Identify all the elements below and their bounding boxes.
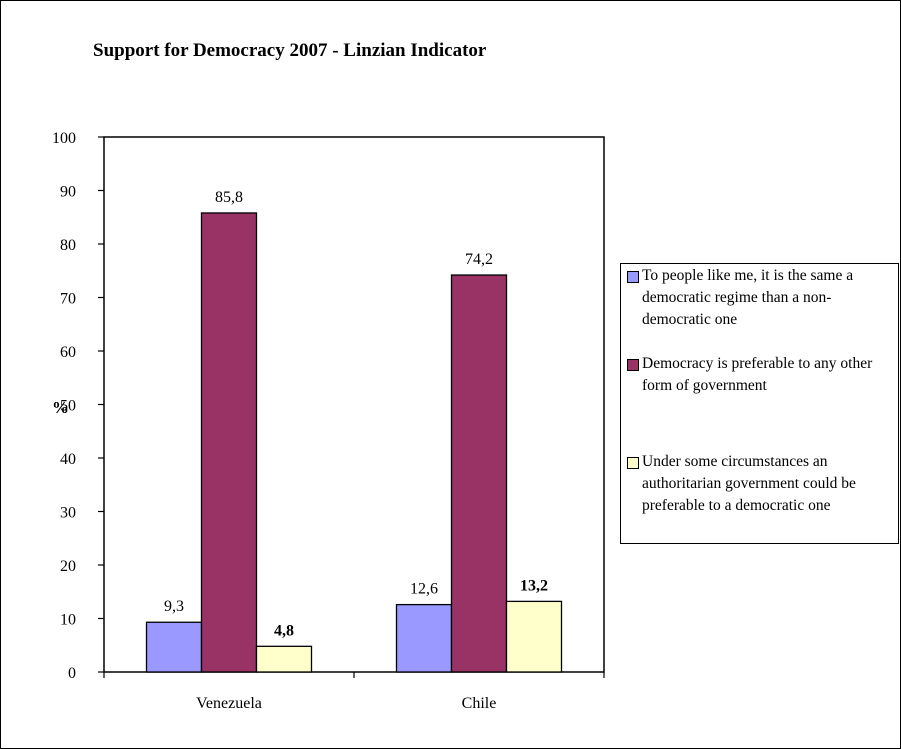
y-tick-label: 70 — [60, 291, 76, 308]
y-tick-label: 80 — [60, 237, 76, 254]
bar — [395, 603, 453, 673]
bar — [145, 621, 203, 673]
legend-label-2: Democracy is preferable to any other for… — [642, 355, 873, 394]
y-tick-label: 0 — [68, 665, 76, 682]
data-label: 85,8 — [215, 189, 243, 206]
data-label: 13,2 — [520, 577, 548, 594]
legend-label-3: Under some circumstances an authoritaria… — [642, 453, 856, 514]
y-axis-label: % — [52, 398, 69, 417]
data-label: 4,8 — [274, 622, 294, 639]
x-category-label: Chile — [462, 695, 497, 712]
bar — [505, 600, 563, 673]
legend-item-3: Under some circumstances an authoritaria… — [627, 451, 895, 517]
y-tick-label: 60 — [60, 344, 76, 361]
data-label: 9,3 — [164, 598, 184, 615]
legend-swatch-2 — [627, 359, 639, 371]
y-tick-label: 20 — [60, 558, 76, 575]
legend-label-1: To people like me, it is the same a demo… — [642, 267, 854, 328]
y-tick-label: 10 — [60, 612, 76, 629]
legend-swatch-1 — [627, 271, 639, 283]
bar — [450, 274, 508, 673]
y-tick-label: 30 — [60, 505, 76, 522]
x-category-label: Venezuela — [196, 695, 262, 712]
y-tick-label: 100 — [52, 130, 76, 147]
data-label: 74,2 — [465, 251, 493, 268]
data-label: 12,6 — [410, 581, 438, 598]
bar — [200, 212, 258, 673]
chart-title: Support for Democracy 2007 - Linzian Ind… — [93, 40, 487, 61]
chart-legend: To people like me, it is the same a demo… — [620, 263, 899, 544]
legend-item-2: Democracy is preferable to any other for… — [627, 353, 895, 397]
legend-swatch-3 — [627, 457, 639, 469]
plot-area — [103, 136, 605, 673]
legend-item-1: To people like me, it is the same a demo… — [627, 265, 895, 331]
y-tick-label: 40 — [60, 451, 76, 468]
bar — [255, 645, 313, 673]
y-tick-label: 90 — [60, 184, 76, 201]
y-tick-label: 50 — [60, 398, 76, 415]
